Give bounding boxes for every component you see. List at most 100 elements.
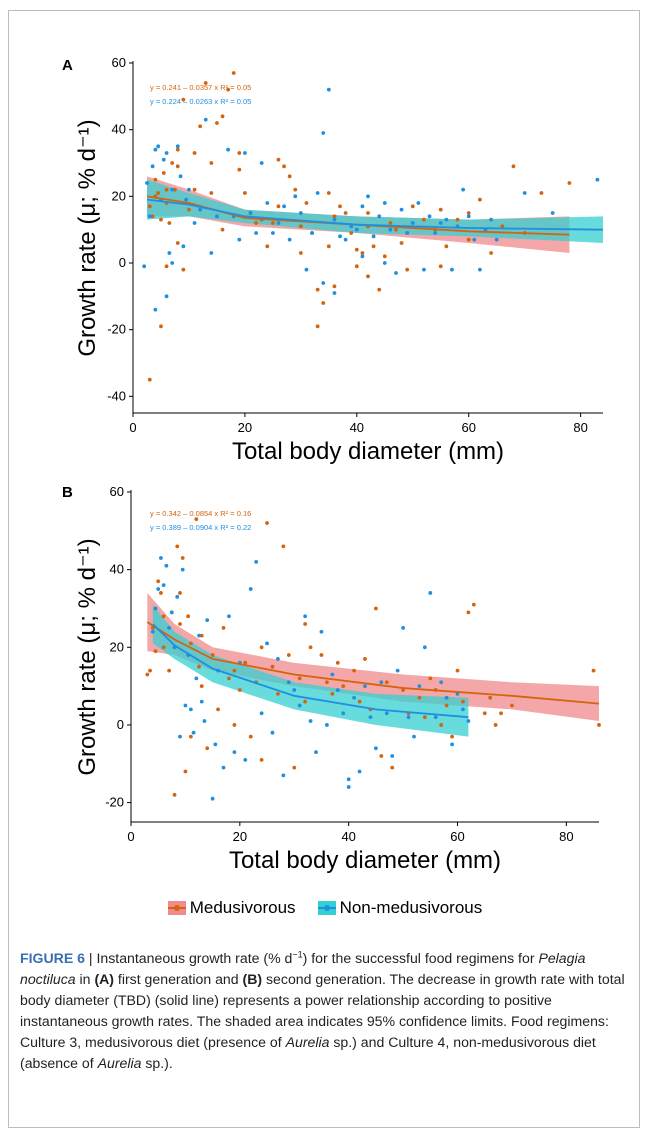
data-point [181,267,186,272]
data-point [349,224,354,229]
data-point [360,204,365,209]
figure-caption: FIGURE 6 | Instantaneous growth rate (% … [20,948,628,1074]
data-point [276,657,280,661]
data-point [147,214,152,219]
data-point [276,157,281,162]
data-point [488,695,493,700]
data-point [254,221,258,225]
data-point [248,587,253,591]
data-point [231,71,236,75]
data-point [450,267,454,272]
data-point [293,194,298,199]
data-point [352,695,357,700]
data-point [161,645,166,650]
data-point [444,217,449,222]
caption-text-6: sp.) and Culture 4, non-medusivorous die… [20,1034,596,1071]
data-point [363,684,367,689]
data-point [354,264,359,269]
x-tick-label: 0 [127,829,134,844]
data-point [199,699,204,704]
data-point [395,668,400,673]
data-point [315,191,320,195]
data-point [335,660,340,665]
x-tick-label: 60 [450,829,464,844]
data-point [466,719,471,723]
data-point [169,610,174,615]
data-point [237,237,242,242]
confidence-band [146,179,603,243]
data-point [482,711,487,716]
data-point [417,684,422,689]
y-tick-label: -40 [107,388,126,403]
data-point [161,171,166,175]
data-point [175,544,180,549]
data-point [170,187,175,192]
data-point [510,703,514,708]
data-point [332,217,337,222]
data-point [438,207,443,212]
caption-text-1: Instantaneous growth rate (% d [96,950,293,966]
data-point [405,267,410,272]
data-point [281,544,286,549]
data-point [192,151,197,155]
data-point [298,211,303,215]
data-point [363,657,367,661]
data-point [330,672,335,677]
data-point [221,625,226,630]
y-tick-label: 20 [110,639,124,654]
data-point [183,769,188,774]
data-point [276,691,280,696]
data-point [282,204,286,209]
data-point [148,668,152,673]
data-point [343,211,348,215]
data-point [270,730,275,735]
data-point [172,792,177,797]
data-point [326,191,331,195]
caption-text-5: second generation. The decrease in growt… [20,971,625,1050]
data-point [254,559,259,564]
data-point [243,151,247,155]
data-point [335,688,340,692]
data-point [493,723,498,727]
data-point [259,161,264,165]
data-point [439,723,444,727]
data-point [150,629,155,634]
data-point [341,684,346,689]
data-point [371,244,376,249]
data-point [175,147,180,152]
data-point [377,214,382,219]
data-point [444,703,449,708]
data-point [248,211,253,215]
data-point [293,187,298,192]
data-point [394,271,398,275]
data-point [494,237,499,242]
data-point [167,221,172,225]
data-point [167,668,171,673]
data-point [444,695,449,700]
data-point [243,191,247,195]
data-point [357,699,362,704]
data-point [209,161,214,165]
data-point [373,746,378,751]
legend-label-medusivorous: Medusivorous [189,898,296,917]
data-point [270,231,275,235]
regression-equation: y = 0.241 – 0.0357 x R² = 0.05 [150,83,251,92]
data-point [187,207,191,212]
x-tick-label: 0 [129,420,136,435]
data-point [142,264,147,269]
y-axis-title: Growth rate (μ; % d⁻¹) [74,538,101,775]
data-point [232,750,237,755]
data-point [198,207,203,212]
data-point [406,715,411,720]
data-point [382,201,387,205]
caption-text-7: sp.). [141,1055,173,1071]
data-point [220,227,225,232]
data-point [325,680,329,685]
confidence-band [147,592,600,722]
data-point [303,614,308,619]
data-point [150,214,155,219]
data-point [595,177,600,182]
data-point [338,204,342,209]
data-point [175,594,180,599]
data-point [147,377,152,382]
